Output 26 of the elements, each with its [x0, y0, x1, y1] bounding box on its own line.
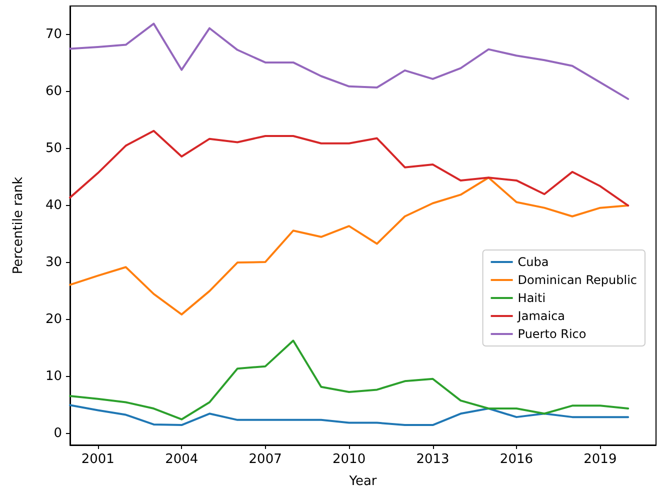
legend-label: Jamaica [516, 309, 566, 323]
line-series [69, 22, 630, 100]
y-axis-title: Percentile rank [11, 176, 26, 274]
x-axis-title: Year [348, 474, 378, 489]
x-tick-label: 2013 [416, 452, 450, 467]
line-series [69, 404, 630, 426]
y-tick-label: 10 [45, 369, 62, 384]
line-series [69, 340, 630, 420]
x-tick-label: 2007 [248, 452, 282, 467]
y-tick-label: 50 [45, 141, 62, 156]
y-tick-label: 20 [45, 312, 62, 328]
x-tick-label: 2001 [81, 452, 114, 467]
legend-label: Puerto Rico [518, 327, 586, 341]
y-tick-label: 70 [45, 27, 62, 42]
legend-label: Dominican Republic [518, 273, 637, 287]
y-tick-label: 0 [54, 426, 62, 442]
x-tick-label: 2019 [584, 452, 617, 467]
x-tick-label: 2016 [500, 452, 534, 467]
y-tick-label: 40 [45, 198, 62, 214]
y-tick-label: 60 [45, 84, 62, 100]
y-tick-label: 30 [45, 255, 62, 270]
x-tick-label: 2004 [165, 452, 198, 467]
legend-label: Cuba [518, 255, 549, 269]
x-tick-label: 2010 [332, 452, 366, 467]
legend-label: Haiti [518, 291, 546, 305]
line-series [69, 130, 630, 207]
